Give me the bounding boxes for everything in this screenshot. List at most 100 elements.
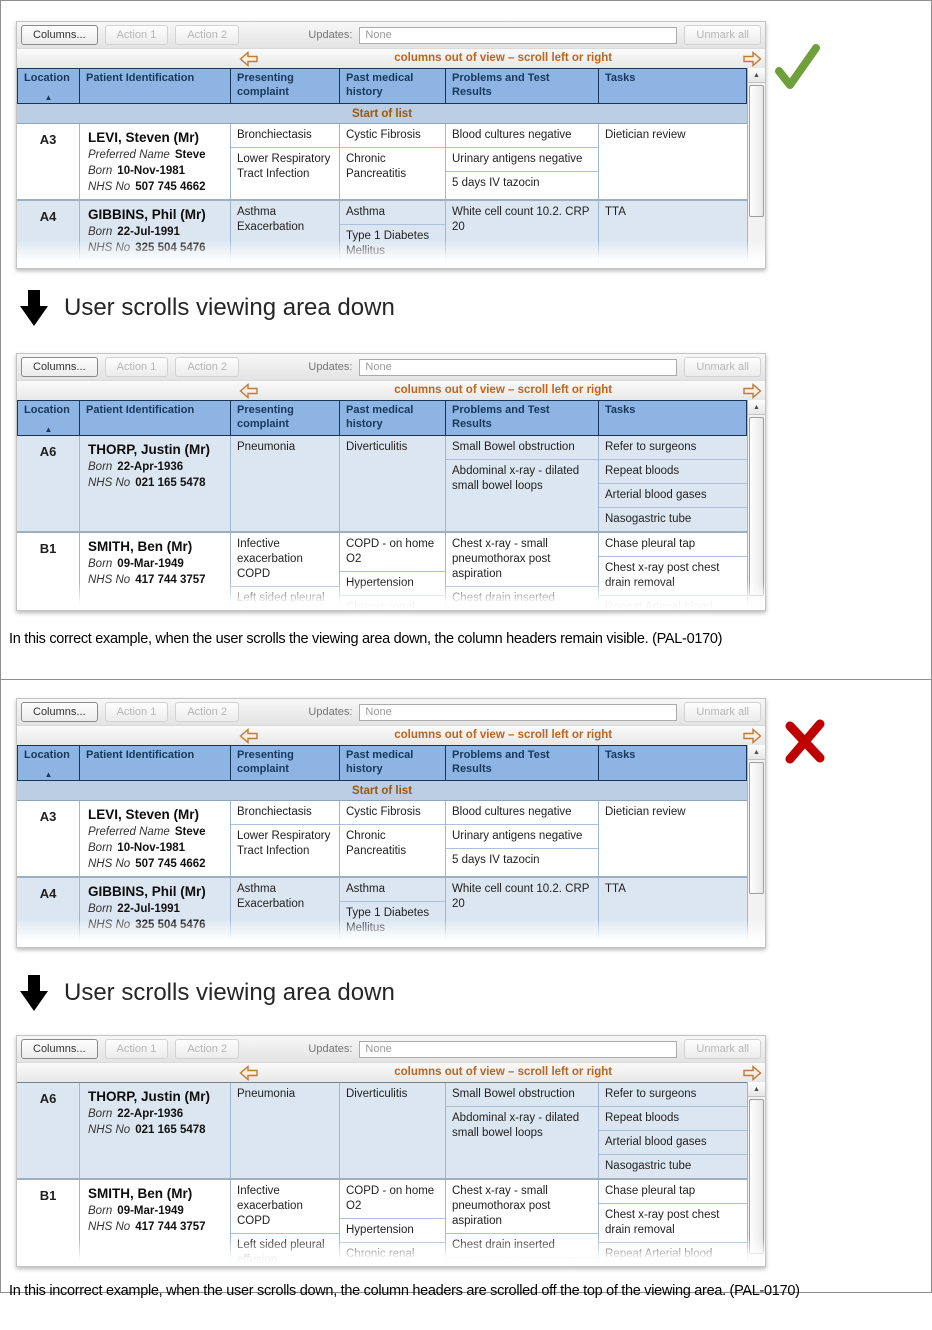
col-header-past-medical-history[interactable]: Past medical history (340, 401, 446, 435)
sort-asc-icon[interactable]: ▲ (44, 93, 53, 102)
unmark-all-button[interactable]: Unmark all (684, 702, 761, 722)
patient-row-a6[interactable]: A6 THORP, Justin (Mr) Born 22-Apr-1936 NH… (17, 436, 749, 531)
patient-identification-cell: THORP, Justin (Mr) Born 22-Apr-1936 NHS N… (79, 436, 230, 531)
scrollbar-up-icon[interactable]: ▲ (748, 1082, 765, 1097)
updates-input[interactable] (359, 26, 678, 44)
presenting-item: Bronchiectasis (231, 124, 339, 148)
col-header-presenting-complaint[interactable]: Presenting complaint (231, 746, 340, 780)
sort-asc-icon[interactable]: ▲ (44, 425, 53, 434)
table-body: A6 THORP, Justin (Mr) Born 22-Apr-1936 NH… (17, 436, 749, 610)
presenting-complaint-cell: Pneumonia (230, 1083, 339, 1178)
columns-button[interactable]: Columns... (21, 702, 98, 722)
action1-button[interactable]: Action 1 (104, 25, 169, 45)
action2-button[interactable]: Action 2 (175, 1039, 240, 1059)
scrollbar-thumb[interactable] (749, 762, 764, 895)
action1-button[interactable]: Action 1 (104, 702, 169, 722)
col-header-tasks[interactable]: Tasks (605, 72, 636, 84)
action2-button[interactable]: Action 2 (175, 357, 240, 377)
location-cell: B1 (39, 1187, 57, 1203)
past-medical-history-cell: Diverticulitis (339, 1083, 445, 1178)
scroll-right-icon[interactable] (742, 51, 762, 67)
columns-button[interactable]: Columns... (21, 357, 98, 377)
action1-button[interactable]: Action 1 (104, 357, 169, 377)
problems-cell: White cell count 10.2. CRP 20 (445, 201, 598, 263)
patient-row-a3[interactable]: A3 LEVI, Steven (Mr) Preferred Name Steve… (17, 801, 747, 876)
task-item: Chase pleural tap (599, 533, 749, 557)
down-arrow-icon (20, 975, 48, 1011)
task-item: Chest x-ray post chest drain removal (599, 557, 749, 596)
patient-row-a4[interactable]: A4 GIBBINS, Phil (Mr) Born 22-Jul-1991 NH… (17, 199, 747, 263)
table: Location ▲ Patient Identification Present… (17, 745, 765, 940)
vertical-scrollbar[interactable]: ▲ (747, 1082, 765, 1266)
scroll-left-icon[interactable] (239, 383, 259, 399)
task-item: Nasogastric tube (605, 512, 692, 525)
nhs-value: 417 744 3757 (135, 573, 206, 586)
patient-identification-cell: GIBBINS, Phil (Mr) Born 22-Jul-1991 NHS N… (79, 201, 230, 263)
vertical-scrollbar[interactable]: ▲ (747, 745, 765, 940)
action2-button[interactable]: Action 2 (175, 25, 240, 45)
patient-row-a3[interactable]: A3 LEVI, Steven (Mr) Preferred Name Steve… (17, 124, 747, 199)
updates-label: Updates: (308, 706, 353, 718)
col-header-past-medical-history[interactable]: Past medical history (340, 69, 446, 103)
action2-button[interactable]: Action 2 (175, 702, 240, 722)
columns-button[interactable]: Columns... (21, 25, 98, 45)
presenting-item: Pneumonia (237, 1088, 296, 1100)
unmark-all-button[interactable]: Unmark all (684, 25, 761, 45)
scroll-left-icon[interactable] (239, 51, 259, 67)
scrollbar-thumb[interactable] (749, 417, 764, 597)
unmark-all-button[interactable]: Unmark all (684, 1039, 761, 1059)
col-header-problems[interactable]: Problems and Test Results (446, 401, 599, 435)
nhs-label: NHS No (88, 1124, 131, 1136)
updates-input[interactable] (359, 703, 678, 721)
col-header-location[interactable]: Location ▲ (18, 69, 80, 103)
col-header-presenting-complaint[interactable]: Presenting complaint (231, 401, 340, 435)
scrollbar-up-icon[interactable]: ▲ (748, 68, 765, 83)
col-header-location[interactable]: Location ▲ (18, 401, 80, 435)
col-header-tasks[interactable]: Tasks (605, 404, 636, 416)
sort-asc-icon[interactable]: ▲ (44, 770, 53, 779)
vertical-scrollbar[interactable]: ▲ (747, 68, 765, 263)
scroll-right-icon[interactable] (742, 1065, 762, 1081)
patient-identification-cell: LEVI, Steven (Mr) Preferred Name Steve Bo… (79, 124, 230, 199)
col-header-tasks[interactable]: Tasks (605, 749, 636, 761)
unmark-all-button[interactable]: Unmark all (684, 357, 761, 377)
columns-button[interactable]: Columns... (21, 1039, 98, 1059)
action1-button[interactable]: Action 1 (104, 1039, 169, 1059)
check-icon (775, 44, 820, 89)
scroll-right-icon[interactable] (742, 383, 762, 399)
scroll-left-icon[interactable] (239, 728, 259, 744)
history-item: Cystic Fibrosis (340, 124, 445, 148)
past-medical-history-cell: Diverticulitis (339, 436, 445, 531)
col-header-problems[interactable]: Problems and Test Results (446, 69, 599, 103)
updates-input[interactable] (359, 1040, 678, 1058)
scrollbar-up-icon[interactable]: ▲ (748, 400, 765, 415)
col-header-problems[interactable]: Problems and Test Results (446, 746, 599, 780)
updates-input[interactable] (359, 358, 678, 376)
patient-row-a6[interactable]: A6 THORP, Justin (Mr) Born 22-Apr-1936 NH… (17, 1083, 749, 1178)
col-header-past-medical-history[interactable]: Past medical history (340, 746, 446, 780)
nhs-label: NHS No (88, 919, 131, 931)
scroll-right-icon[interactable] (742, 728, 762, 744)
scrollbar-up-icon[interactable]: ▲ (748, 745, 765, 760)
col-header-patient-identification[interactable]: Patient Identification (80, 401, 231, 435)
col-header-location[interactable]: Location ▲ (18, 746, 80, 780)
problem-item: Small Bowel obstruction (446, 436, 598, 460)
scroll-left-icon[interactable] (239, 1065, 259, 1081)
vertical-scrollbar[interactable]: ▲ (747, 400, 765, 610)
presenting-item: Lower Respiratory Tract Infection (237, 152, 331, 180)
patient-row-a4[interactable]: A4 GIBBINS, Phil (Mr) Born 22-Jul-1991 NH… (17, 876, 747, 940)
scrollbar-thumb[interactable] (749, 85, 764, 218)
past-medical-history-cell: Asthma Type 1 Diabetes Mellitus (339, 878, 445, 940)
columns-scroll-notice-bar: columns out of view – scroll left or rig… (17, 1062, 765, 1082)
scrollbar-thumb[interactable] (749, 1099, 764, 1255)
tasks-cell: Dietician review (598, 124, 749, 199)
presenting-item: Left sided pleural effusion (237, 591, 325, 610)
history-item: Hypertension (340, 1219, 445, 1243)
patient-row-b1[interactable]: B1 SMITH, Ben (Mr) Born 09-Mar-1949 NHS N… (17, 1177, 749, 1266)
col-header-presenting-complaint[interactable]: Presenting complaint (231, 69, 340, 103)
col-header-patient-identification[interactable]: Patient Identification (80, 746, 231, 780)
nhs-label: NHS No (88, 242, 131, 254)
history-item: Chronic Pancreatitis (346, 829, 407, 857)
patient-row-b1[interactable]: B1 SMITH, Ben (Mr) Born 09-Mar-1949 NHS N… (17, 530, 749, 610)
col-header-patient-identification[interactable]: Patient Identification (80, 69, 231, 103)
